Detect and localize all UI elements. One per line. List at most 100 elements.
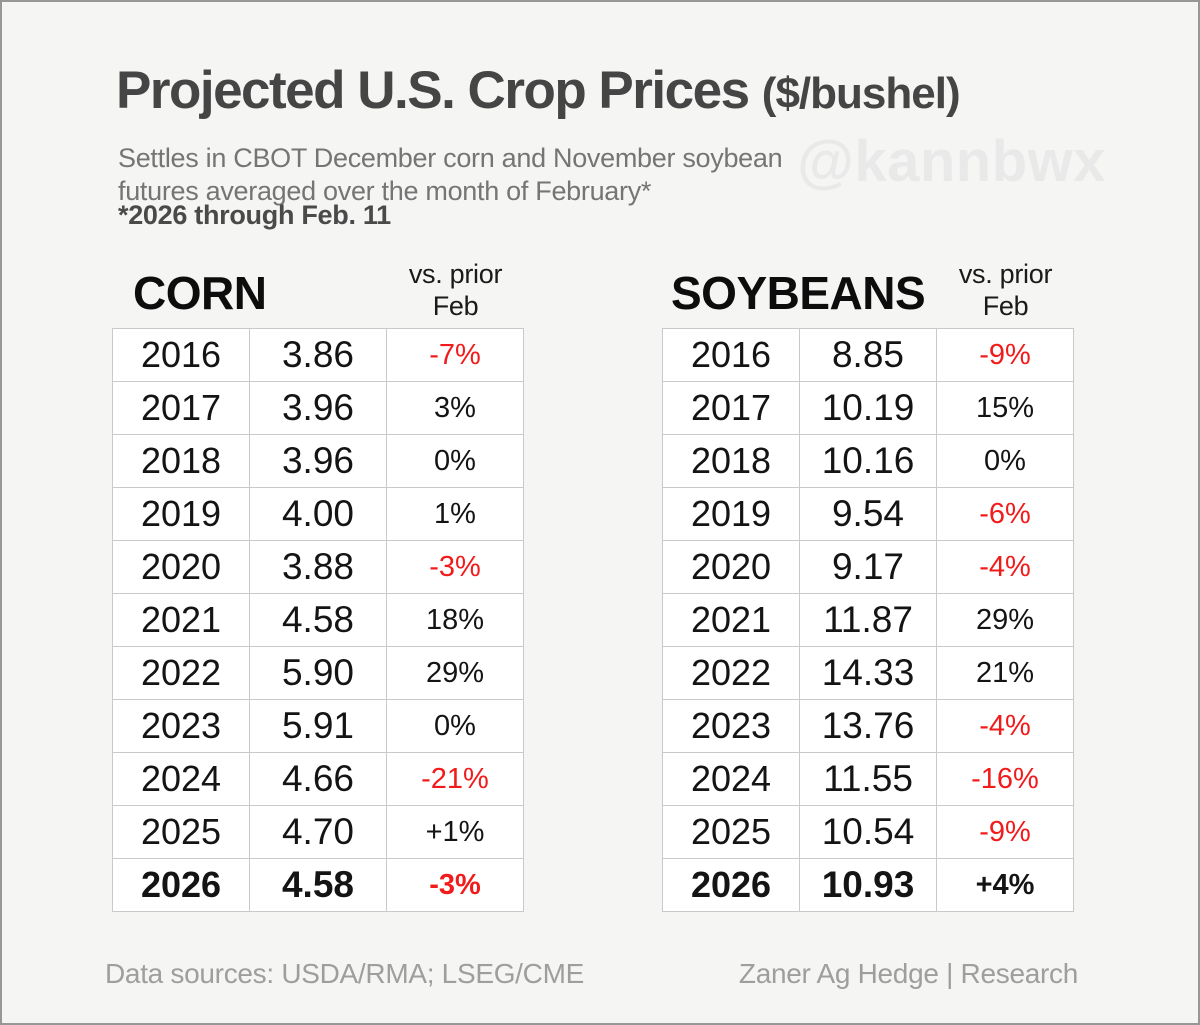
year-cell: 2020	[663, 541, 799, 593]
price-cell: 8.85	[800, 329, 936, 381]
price-cell: 9.17	[800, 541, 936, 593]
pct-cell: -21%	[387, 753, 523, 805]
year-cell: 2019	[113, 488, 249, 540]
pct-cell: -4%	[937, 700, 1073, 752]
price-cell: 14.33	[800, 647, 936, 699]
page-title-unit: ($/bushel)	[761, 69, 961, 118]
year-cell: 2021	[113, 594, 249, 646]
table-row: 2025 4.70 +1%	[113, 806, 523, 858]
year-cell: 2020	[113, 541, 249, 593]
year-cell: 2026	[113, 859, 249, 911]
price-cell: 13.76	[800, 700, 936, 752]
pct-cell: -6%	[937, 488, 1073, 540]
year-cell: 2025	[113, 806, 249, 858]
pct-cell: 29%	[387, 647, 523, 699]
pct-cell: 1%	[387, 488, 523, 540]
table-row: 2017 3.96 3%	[113, 382, 523, 434]
table-row: 2021 11.87 29%	[663, 594, 1073, 646]
corn-vs-prior-feb-label: vs. prior Feb	[387, 258, 524, 322]
table-row: 2017 10.19 15%	[663, 382, 1073, 434]
subtitle-line-2: futures averaged over the month of Febru…	[118, 176, 652, 206]
data-sources-note: Data sources: USDA/RMA; LSEG/CME	[105, 958, 584, 989]
price-cell: 3.96	[250, 435, 386, 487]
table-row: 2023 13.76 -4%	[663, 700, 1073, 752]
price-cell: 11.55	[800, 753, 936, 805]
pct-cell: 29%	[937, 594, 1073, 646]
pct-cell: +4%	[937, 859, 1073, 911]
price-cell: 4.58	[250, 594, 386, 646]
subtitle-line-1: Settles in CBOT December corn and Novemb…	[118, 143, 783, 173]
soybeans-vs-prior-feb-label: vs. prior Feb	[937, 258, 1074, 322]
pct-cell: -3%	[387, 859, 523, 911]
pct-cell: 15%	[937, 382, 1073, 434]
year-cell: 2018	[113, 435, 249, 487]
pct-cell: 0%	[387, 700, 523, 752]
price-cell: 10.93	[800, 859, 936, 911]
price-cell: 4.70	[250, 806, 386, 858]
table-row: 2025 10.54 -9%	[663, 806, 1073, 858]
price-cell: 11.87	[800, 594, 936, 646]
table-row: 2020 9.17 -4%	[663, 541, 1073, 593]
year-cell: 2016	[663, 329, 799, 381]
table-row: 2026 4.58 -3%	[113, 859, 523, 911]
footnote: *2026 through Feb. 11	[118, 200, 391, 230]
corn-vs-label-line-1: vs. prior	[408, 259, 503, 289]
table-row: 2016 8.85 -9%	[663, 329, 1073, 381]
price-cell: 3.88	[250, 541, 386, 593]
table-row: 2020 3.88 -3%	[113, 541, 523, 593]
corn-table-title: CORN	[133, 267, 267, 319]
corn-vs-label-line-2: Feb	[432, 291, 479, 321]
pct-cell: -3%	[387, 541, 523, 593]
price-cell: 4.58	[250, 859, 386, 911]
subtitle: Settles in CBOT December corn and Novemb…	[118, 142, 783, 208]
price-cell: 9.54	[800, 488, 936, 540]
year-cell: 2022	[663, 647, 799, 699]
table-row: 2018 10.16 0%	[663, 435, 1073, 487]
soybeans-table-header: SOYBEANS vs. prior Feb	[662, 247, 1074, 328]
year-cell: 2017	[113, 382, 249, 434]
year-cell: 2021	[663, 594, 799, 646]
corn-table-header: CORN vs. prior Feb	[112, 247, 524, 328]
table-row: 2022 5.90 29%	[113, 647, 523, 699]
table-row: 2022 14.33 21%	[663, 647, 1073, 699]
year-cell: 2016	[113, 329, 249, 381]
year-cell: 2018	[663, 435, 799, 487]
price-cell: 5.91	[250, 700, 386, 752]
table-row: 2019 4.00 1%	[113, 488, 523, 540]
pct-cell: 3%	[387, 382, 523, 434]
pct-cell: 18%	[387, 594, 523, 646]
pct-cell: 0%	[937, 435, 1073, 487]
price-cell: 10.16	[800, 435, 936, 487]
year-cell: 2017	[663, 382, 799, 434]
price-cell: 4.66	[250, 753, 386, 805]
pct-cell: 0%	[387, 435, 523, 487]
price-cell: 3.86	[250, 329, 386, 381]
corn-table: 2016 3.86 -7% 2017 3.96 3% 2018 3.96 0% …	[112, 328, 524, 912]
price-cell: 4.00	[250, 488, 386, 540]
watermark-handle: @kannbwx	[797, 129, 1106, 194]
credit-note: Zaner Ag Hedge | Research	[738, 958, 1078, 989]
year-cell: 2022	[113, 647, 249, 699]
table-row: 2024 4.66 -21%	[113, 753, 523, 805]
pct-cell: -7%	[387, 329, 523, 381]
table-row: 2024 11.55 -16%	[663, 753, 1073, 805]
soybeans-table-title: SOYBEANS	[671, 267, 926, 319]
page-title: Projected U.S. Crop Prices ($/bushel)	[116, 60, 961, 121]
table-row: 2023 5.91 0%	[113, 700, 523, 752]
page-title-text: Projected U.S. Crop Prices	[116, 61, 750, 120]
year-cell: 2024	[663, 753, 799, 805]
year-cell: 2023	[663, 700, 799, 752]
pct-cell: -16%	[937, 753, 1073, 805]
price-cell: 10.19	[800, 382, 936, 434]
price-cell: 10.54	[800, 806, 936, 858]
table-row: 2021 4.58 18%	[113, 594, 523, 646]
table-row: 2018 3.96 0%	[113, 435, 523, 487]
soybeans-vs-label-line-2: Feb	[982, 291, 1029, 321]
year-cell: 2025	[663, 806, 799, 858]
price-cell: 3.96	[250, 382, 386, 434]
table-row: 2016 3.86 -7%	[113, 329, 523, 381]
pct-cell: -9%	[937, 329, 1073, 381]
year-cell: 2023	[113, 700, 249, 752]
pct-cell: 21%	[937, 647, 1073, 699]
